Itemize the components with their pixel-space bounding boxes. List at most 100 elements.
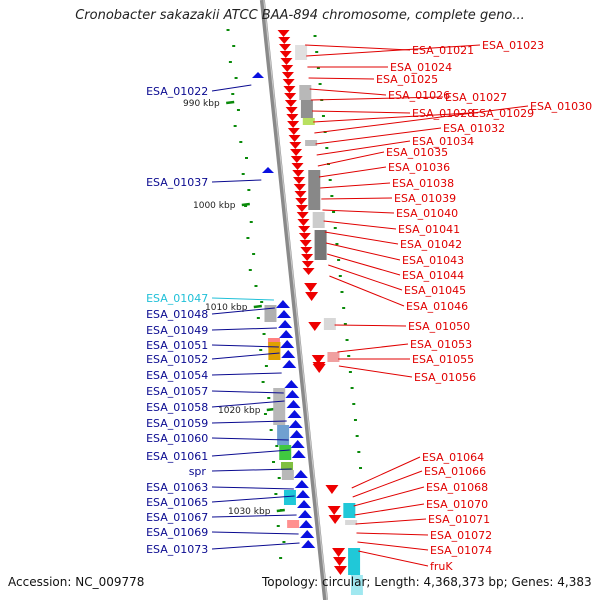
- gene-label-right: ESA_01024: [390, 61, 452, 74]
- gene-arrow-red: [325, 485, 339, 494]
- gene-arrow-blue: [278, 320, 293, 328]
- gene-label-left: ESA_01059: [146, 417, 208, 430]
- feature-block: [348, 548, 361, 575]
- gene-label-right: ESA_01034: [412, 135, 474, 148]
- gene-arrow-blue: [277, 310, 292, 318]
- leader-line-right: [356, 532, 429, 536]
- gene-label-right: ESA_01035: [386, 146, 448, 159]
- leader-line-right: [314, 105, 529, 134]
- gene-arrow-red: [328, 515, 342, 524]
- gene-label-right: ESA_01071: [428, 513, 490, 526]
- gene-label-right: ESA_01041: [398, 223, 460, 236]
- leader-line-right: [323, 220, 397, 230]
- gene-label-right: ESA_01068: [426, 481, 488, 494]
- gene-label-right: ESA_01074: [430, 544, 492, 557]
- scale-tick-label: 1030 kbp: [228, 507, 271, 517]
- feature-block: [345, 520, 358, 525]
- gene-arrow-red: [295, 205, 308, 212]
- feature-block: [305, 140, 318, 146]
- gene-arrow-blue: [275, 300, 290, 308]
- gene-label-right: ESA_01050: [408, 320, 470, 333]
- gene-arrow-red: [284, 100, 297, 107]
- feature-block: [281, 470, 294, 480]
- leader-line-left: [211, 437, 289, 441]
- gene-arrow-red: [293, 177, 306, 184]
- gene-arrow-red: [288, 135, 301, 142]
- leader-line-right: [357, 541, 429, 551]
- gene-label-left: ESA_01048: [146, 308, 208, 321]
- gene-arrow-red: [287, 128, 300, 135]
- gene-arrow-blue: [262, 167, 274, 173]
- leader-line-right: [334, 324, 407, 327]
- backbone-line: [259, 0, 329, 600]
- leader-line-right: [355, 518, 427, 525]
- gene-label-left: ESA_01052: [146, 353, 208, 366]
- gene-arrow-red: [332, 548, 346, 557]
- topology-text: Topology: circular; Length: 4,368,373 bp…: [262, 575, 592, 589]
- gene-arrow-red: [296, 212, 309, 219]
- gene-arrow-red: [287, 121, 300, 128]
- gene-arrow-blue: [288, 420, 303, 428]
- feature-block: [287, 520, 300, 528]
- gene-label-right: ESA_01044: [402, 269, 464, 282]
- gene-arrow-red: [291, 163, 304, 170]
- gene-label-right: ESA_01026: [388, 89, 450, 102]
- gene-arrow-red: [290, 149, 303, 156]
- gene-arrow-blue: [286, 400, 301, 408]
- gene-arrow-blue: [280, 340, 295, 348]
- gene-label-left: ESA_01037: [146, 176, 208, 189]
- leader-line-right: [326, 253, 401, 276]
- gene-arrow-red: [299, 240, 312, 247]
- leader-line-left: [211, 327, 277, 331]
- gene-label-right: ESA_01053: [410, 338, 472, 351]
- gene-label-right: ESA_01045: [404, 284, 466, 297]
- leader-line-left: [211, 486, 294, 490]
- scale-tick-mark: [276, 508, 285, 513]
- leader-line-right: [313, 112, 471, 123]
- feature-block: [281, 462, 294, 470]
- gene-label-right: ESA_01064: [422, 451, 484, 464]
- leader-line-right: [306, 44, 481, 57]
- gene-label-right: ESA_01042: [400, 238, 462, 251]
- leader-line-right: [316, 140, 411, 156]
- feature-block: [323, 318, 336, 330]
- gene-arrow-red: [285, 107, 298, 114]
- gene-label-right: fruK: [430, 560, 453, 573]
- leader-line-left: [211, 449, 290, 457]
- gene-arrow-red: [298, 226, 311, 233]
- gene-label-left: ESA_01051: [146, 339, 208, 352]
- gene-arrow-red: [302, 268, 315, 275]
- gene-label-left: ESA_01054: [146, 369, 208, 382]
- leader-line-left: [211, 372, 282, 376]
- gene-arrow-blue: [293, 470, 308, 478]
- gene-label-left: ESA_01049: [146, 324, 208, 337]
- leader-line-right: [329, 275, 405, 307]
- leader-line-right: [337, 343, 409, 353]
- scale-tick-mark: [226, 100, 235, 105]
- gene-arrow-red: [301, 261, 314, 268]
- gene-arrow-red: [308, 322, 322, 331]
- gene-label-left: ESA_01061: [146, 450, 208, 463]
- gene-arrow-blue: [300, 530, 315, 538]
- gene-label-right: ESA_01039: [394, 192, 456, 205]
- gene-arrow-red: [279, 51, 292, 58]
- leader-line-left: [211, 420, 287, 424]
- gene-arrow-blue: [295, 490, 310, 498]
- gene-arrow-red: [280, 58, 293, 65]
- gene-label-right: ESA_01070: [426, 498, 488, 511]
- gene-arrow-red: [286, 114, 299, 121]
- feature-block: [279, 445, 292, 460]
- gene-arrow-red: [301, 254, 314, 261]
- gene-arrow-red: [327, 506, 341, 515]
- gene-label-right: ESA_01025: [376, 73, 438, 86]
- gene-arrow-red: [300, 247, 313, 254]
- gene-label-right: ESA_01046: [406, 300, 468, 313]
- leader-line-right: [317, 151, 385, 167]
- gene-label-left: ESA_01065: [146, 496, 208, 509]
- gene-label-left: ESA_01047: [146, 292, 208, 305]
- leader-line-right: [309, 88, 387, 96]
- gene-label-right: ESA_01072: [430, 529, 492, 542]
- gene-arrow-red: [281, 72, 294, 79]
- gene-arrow-red: [297, 219, 310, 226]
